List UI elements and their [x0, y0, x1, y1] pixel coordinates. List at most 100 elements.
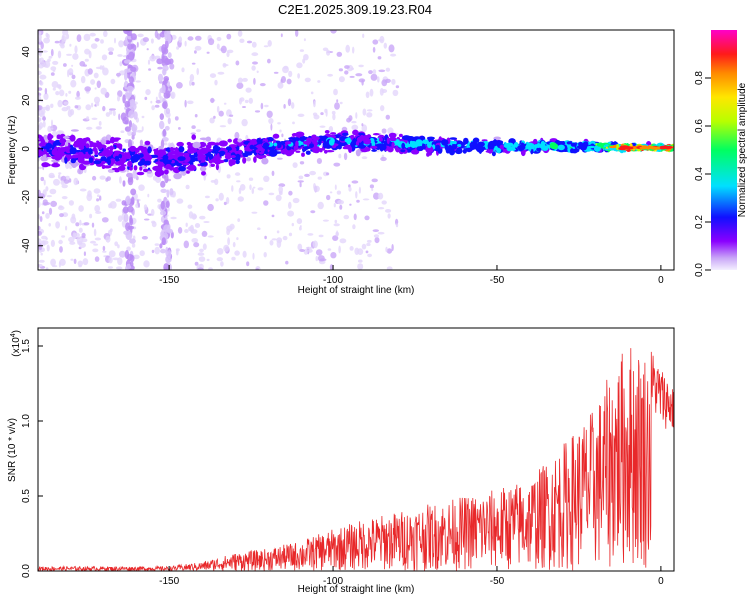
- spectrogram-streak: [128, 51, 135, 61]
- spectrogram-speckle: [307, 233, 314, 236]
- spectrogram-speckle: [304, 77, 311, 83]
- spectrogram-speckle: [93, 228, 97, 237]
- spectrogram-speckle: [79, 61, 86, 67]
- spectrogram-blob: [355, 149, 361, 157]
- snr-x-ticks: -150 -100 -50 0: [159, 566, 664, 587]
- spectrogram-speckle: [291, 222, 294, 227]
- spectrogram-streak: [160, 188, 167, 193]
- spectrogram-speckle: [139, 250, 145, 257]
- spectrogram-speckle: [362, 198, 370, 201]
- spectrogram-speckle: [50, 258, 56, 267]
- spectrogram-speckle: [239, 97, 245, 102]
- spectrogram-blob: [471, 144, 476, 150]
- spectrogram-speckle: [190, 132, 196, 135]
- colorbar-tick-label: 0.2: [694, 215, 705, 229]
- spectrogram-speckle: [245, 87, 252, 93]
- spectrogram-blob: [117, 165, 126, 171]
- snr-scale-exponent: 4: [10, 333, 17, 337]
- spectrogram-speckle: [151, 105, 155, 111]
- spectrogram-speckle: [58, 205, 63, 209]
- spectrogram-speckle: [95, 126, 103, 130]
- spectrogram-speckle: [345, 44, 351, 53]
- spectrogram-speckle: [94, 104, 97, 107]
- spectrogram-streak: [126, 253, 134, 261]
- spectrogram-speckle: [338, 245, 341, 254]
- spectrogram-blob: [38, 150, 44, 157]
- spectrogram-speckle: [226, 33, 232, 40]
- spectrogram-streak: [165, 108, 171, 115]
- spectrogram-speckle: [176, 46, 180, 50]
- spectrogram-blob: [293, 145, 299, 151]
- spectrogram-speckle: [374, 237, 380, 244]
- spectrogram-speckle: [283, 104, 286, 109]
- spectrogram-speckle: [299, 49, 304, 52]
- spectrogram-speckle: [149, 55, 156, 62]
- spectrogram-speckle: [371, 188, 374, 192]
- spectrogram-speckle: [50, 103, 54, 109]
- spectrogram-speckle: [94, 256, 100, 262]
- spectrogram-speckle: [296, 62, 303, 69]
- spectrogram-speckle: [381, 200, 387, 205]
- spectrogram-speckle: [59, 42, 65, 47]
- spectrogram-speckle: [100, 39, 104, 44]
- spectrogram-streak: [125, 195, 131, 205]
- spectrogram-speckle: [65, 225, 68, 231]
- spectrogram-speckle: [38, 238, 42, 245]
- spectrogram-speckle: [312, 240, 318, 249]
- spectrogram-speckle: [199, 263, 203, 267]
- spectrogram-blob: [536, 147, 542, 152]
- spectrogram-speckle: [288, 201, 292, 209]
- spectrogram-blob: [101, 160, 106, 165]
- spectrogram-blob: [416, 145, 424, 152]
- spectrogram-blob: [164, 169, 169, 175]
- spectrogram-speckle: [155, 96, 158, 101]
- spectrogram-speckle: [38, 87, 43, 91]
- spectrogram-speckle: [151, 220, 156, 224]
- spectrogram-blob: [82, 160, 91, 165]
- spectrogram-speckle: [90, 43, 98, 49]
- spectrogram-speckle: [81, 232, 86, 238]
- spectrogram-speckle: [41, 235, 48, 240]
- spectrogram-speckle: [80, 75, 86, 84]
- spectrogram-streak: [159, 113, 164, 120]
- spectrogram-blob: [227, 138, 232, 143]
- spectrogram-speckle: [117, 244, 120, 249]
- spectrogram-speckle: [38, 230, 42, 236]
- spectrogram-speckle: [269, 240, 274, 246]
- spectrogram-blob: [81, 154, 87, 158]
- spectrogram-speckle: [242, 77, 248, 82]
- spectrogram-blob: [302, 140, 312, 145]
- spectrogram-speckle: [67, 109, 73, 118]
- spectrogram-speckle: [288, 70, 293, 78]
- spectrogram-blob: [109, 145, 114, 152]
- spectrogram-blob: [328, 138, 335, 146]
- spectrogram-streak: [130, 188, 137, 196]
- spectrogram-speckle: [108, 257, 113, 264]
- spectrogram-blob: [403, 143, 412, 148]
- spectrogram-speckle: [38, 259, 45, 263]
- spectrogram-y-tick-label: 20: [21, 94, 32, 106]
- spectrogram-speckle: [107, 47, 115, 52]
- spectrogram-speckle: [93, 243, 98, 246]
- spectrogram-blob: [187, 164, 197, 171]
- spectrogram-speckle: [312, 112, 318, 117]
- spectrogram-speckle: [135, 80, 141, 83]
- spectrogram-speckle: [48, 172, 55, 179]
- spectrogram-speckle: [237, 218, 241, 223]
- colorbar-tick-label: 0.6: [694, 119, 705, 133]
- spectrogram-speckle: [61, 184, 68, 189]
- spectrogram-blob: [65, 141, 69, 148]
- spectrogram-speckle: [248, 177, 254, 181]
- spectrogram-speckle: [234, 131, 240, 140]
- spectrogram-speckle: [67, 69, 70, 78]
- snr-x-tick-label: -150: [159, 576, 179, 587]
- spectrogram-speckle: [70, 258, 74, 261]
- spectrogram-speckle: [82, 258, 89, 266]
- spectrogram-blob: [292, 137, 300, 142]
- spectrogram-speckle: [338, 153, 342, 159]
- spectrogram-blob: [495, 140, 504, 145]
- spectrogram-streak: [132, 170, 138, 179]
- spectrogram-blob: [165, 163, 172, 170]
- spectrogram-speckle: [237, 196, 244, 202]
- spectrogram-peak: [618, 147, 627, 151]
